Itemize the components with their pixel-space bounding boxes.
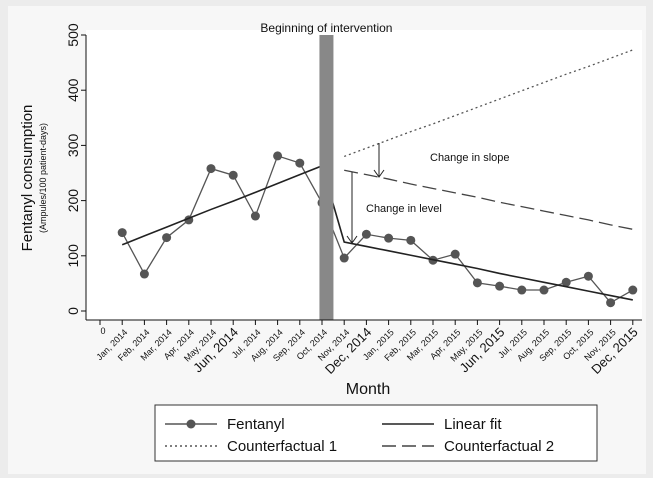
point: [495, 281, 505, 291]
annotation: Change in level: [366, 203, 442, 215]
intervention-bar: [319, 35, 334, 320]
point: [295, 158, 305, 168]
point: [228, 170, 238, 180]
x-tick-label: 0: [100, 326, 105, 336]
legend: Fentanyl Linear fit Counterfactual 1 Counte…: [165, 416, 554, 455]
point: [539, 285, 549, 295]
point: [561, 277, 571, 287]
point: [139, 269, 149, 279]
series-line: [343, 49, 634, 158]
arrow-head: [346, 235, 358, 244]
annotation: Change in slope: [430, 152, 510, 164]
point: [117, 228, 127, 238]
point: [250, 211, 260, 221]
point: [206, 164, 216, 174]
legend-label: Counterfactual 2: [444, 438, 554, 455]
point: [583, 271, 593, 281]
y-sublabel: (Ampules/100 patient-days): [38, 123, 48, 233]
y-tick-label: 200: [65, 189, 81, 213]
y-tick-label: 0: [65, 307, 81, 315]
point: [162, 233, 172, 243]
point: [450, 249, 460, 259]
point: [273, 151, 283, 161]
y-tick-label: 300: [65, 134, 81, 158]
intervention-label: Beginning of intervention: [260, 21, 392, 35]
point: [339, 253, 349, 263]
legend-label: Linear fit: [444, 416, 502, 433]
y-label: Fentanyl consumption: [19, 105, 36, 252]
series-line: [344, 169, 633, 230]
x-label: Month: [346, 381, 390, 398]
point: [406, 235, 416, 245]
legend-label: Fentanyl: [227, 416, 285, 433]
series-line: [121, 164, 633, 301]
point: [384, 233, 394, 243]
point: [517, 285, 527, 295]
y-tick-label: 400: [65, 78, 81, 102]
point: [606, 298, 616, 308]
arrow-head: [373, 169, 385, 178]
point: [472, 278, 482, 288]
y-tick-label: 100: [65, 244, 81, 268]
point: [628, 285, 638, 295]
legend-marker: [186, 419, 196, 429]
plot-area: [86, 30, 642, 320]
legend-label: Counterfactual 1: [227, 438, 337, 455]
legend-box: [154, 404, 598, 462]
y-tick-label: 500: [65, 23, 81, 47]
point: [361, 229, 371, 239]
